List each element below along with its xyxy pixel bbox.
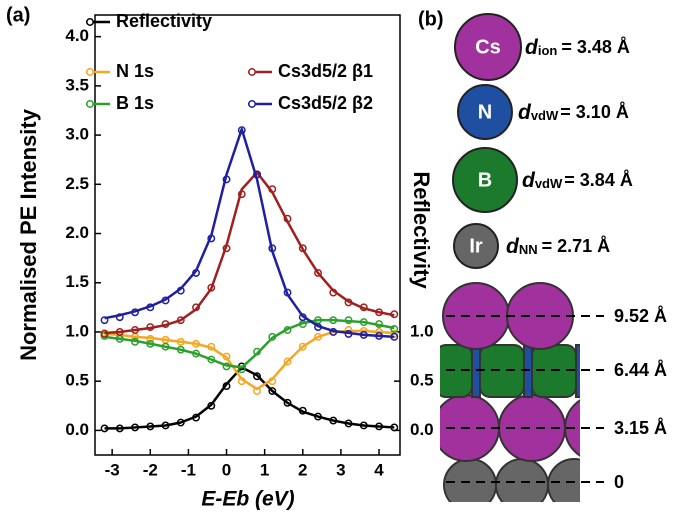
panel-label: (b): [418, 8, 444, 30]
x-tick-label: -2: [143, 460, 158, 479]
y-axis-title: Normalised PE Intensity: [16, 108, 41, 361]
y-tick-label: 3.5: [65, 75, 89, 94]
y-tick-label: 0.5: [65, 371, 89, 390]
atom-symbol: Cs: [475, 36, 501, 58]
sub: ion: [538, 43, 558, 58]
y-tick-label: 1.5: [65, 272, 89, 291]
legend-marker: [87, 69, 93, 75]
legend-marker: [249, 69, 255, 75]
distance-label: dNN= 2.71 Å: [506, 235, 610, 258]
x-tick-label: 0: [222, 460, 231, 479]
distance-label: dvdW= 3.10 Å: [518, 101, 629, 124]
atom-legend: Cs dion= 3.48 Å N dvdW= 3.10 Å B dvdW= 3…: [453, 14, 633, 268]
plot-area: -3 -2 -1 0 1 2 3 4 0.0 0.5 1.0 1.5 2.0 2.5 3.0 3.5 4.0 0.…: [65, 11, 433, 480]
ir-atom: [548, 459, 600, 511]
distance-label: dion= 3.48 Å: [525, 36, 630, 59]
legend-label: Cs3d5/2 β2: [278, 93, 373, 113]
sub: vdW: [535, 176, 563, 191]
value: = 3.84 Å: [564, 170, 633, 190]
x-tick-label: 3: [336, 460, 345, 479]
legend-label: Cs3d5/2 β1: [278, 61, 373, 81]
sub: NN: [519, 242, 538, 257]
y2-tick-label: 1.0: [410, 321, 434, 340]
y-tick-label: 2.0: [65, 223, 89, 242]
value: = 2.71 Å: [542, 236, 611, 256]
x-tick-label: 2: [298, 460, 307, 479]
distance-label: dvdW= 3.84 Å: [522, 169, 633, 192]
lattice: [433, 283, 631, 511]
ir-atom: [496, 459, 548, 511]
figure: (a) Normalised PE Intensity Reflectivity…: [0, 0, 683, 519]
x-tick-label: 1: [260, 460, 269, 479]
legend-label: B 1s: [116, 93, 154, 113]
fit-line: [105, 367, 395, 428]
ir-atom: [444, 459, 496, 511]
y2-tick-label: 0.0: [410, 420, 434, 439]
y-tick-label: 2.5: [65, 174, 89, 193]
sub: vdW: [531, 108, 559, 123]
plot-frame: [95, 15, 400, 455]
legend-marker: [249, 101, 255, 107]
atom-symbol: N: [478, 101, 492, 123]
legend-label: Reflectivity: [116, 11, 212, 31]
x-tick-label: -3: [105, 460, 120, 479]
y2-axis-title: Reflectivity: [409, 171, 434, 289]
panel-label: (a): [6, 4, 30, 26]
y-tick-label: 1.0: [65, 321, 89, 340]
legend-marker: [87, 101, 93, 107]
y-tick-label: 0.0: [65, 420, 89, 439]
legend-marker: [87, 19, 93, 25]
legend-label: N 1s: [116, 61, 154, 81]
x-tick-label: 4: [374, 460, 384, 479]
atom-symbol: Ir: [469, 235, 483, 257]
y2-tick-label: 0.5: [410, 371, 434, 390]
y-tick-label: 3.0: [65, 125, 89, 144]
atom-symbol: B: [478, 169, 492, 191]
x-tick-label: -1: [181, 460, 196, 479]
value: = 3.48 Å: [561, 37, 630, 57]
layer-label: 3.15 Å: [614, 418, 667, 438]
b-atom: [480, 345, 524, 397]
layer-label: 6.44 Å: [614, 360, 667, 380]
x-axis-title: E-Eb (eV): [201, 488, 294, 511]
y-tick-label: 4.0: [65, 26, 89, 45]
value: = 3.10 Å: [560, 102, 629, 122]
layer-label: 9.52 Å: [614, 306, 667, 326]
layer-label: 0: [614, 472, 624, 492]
